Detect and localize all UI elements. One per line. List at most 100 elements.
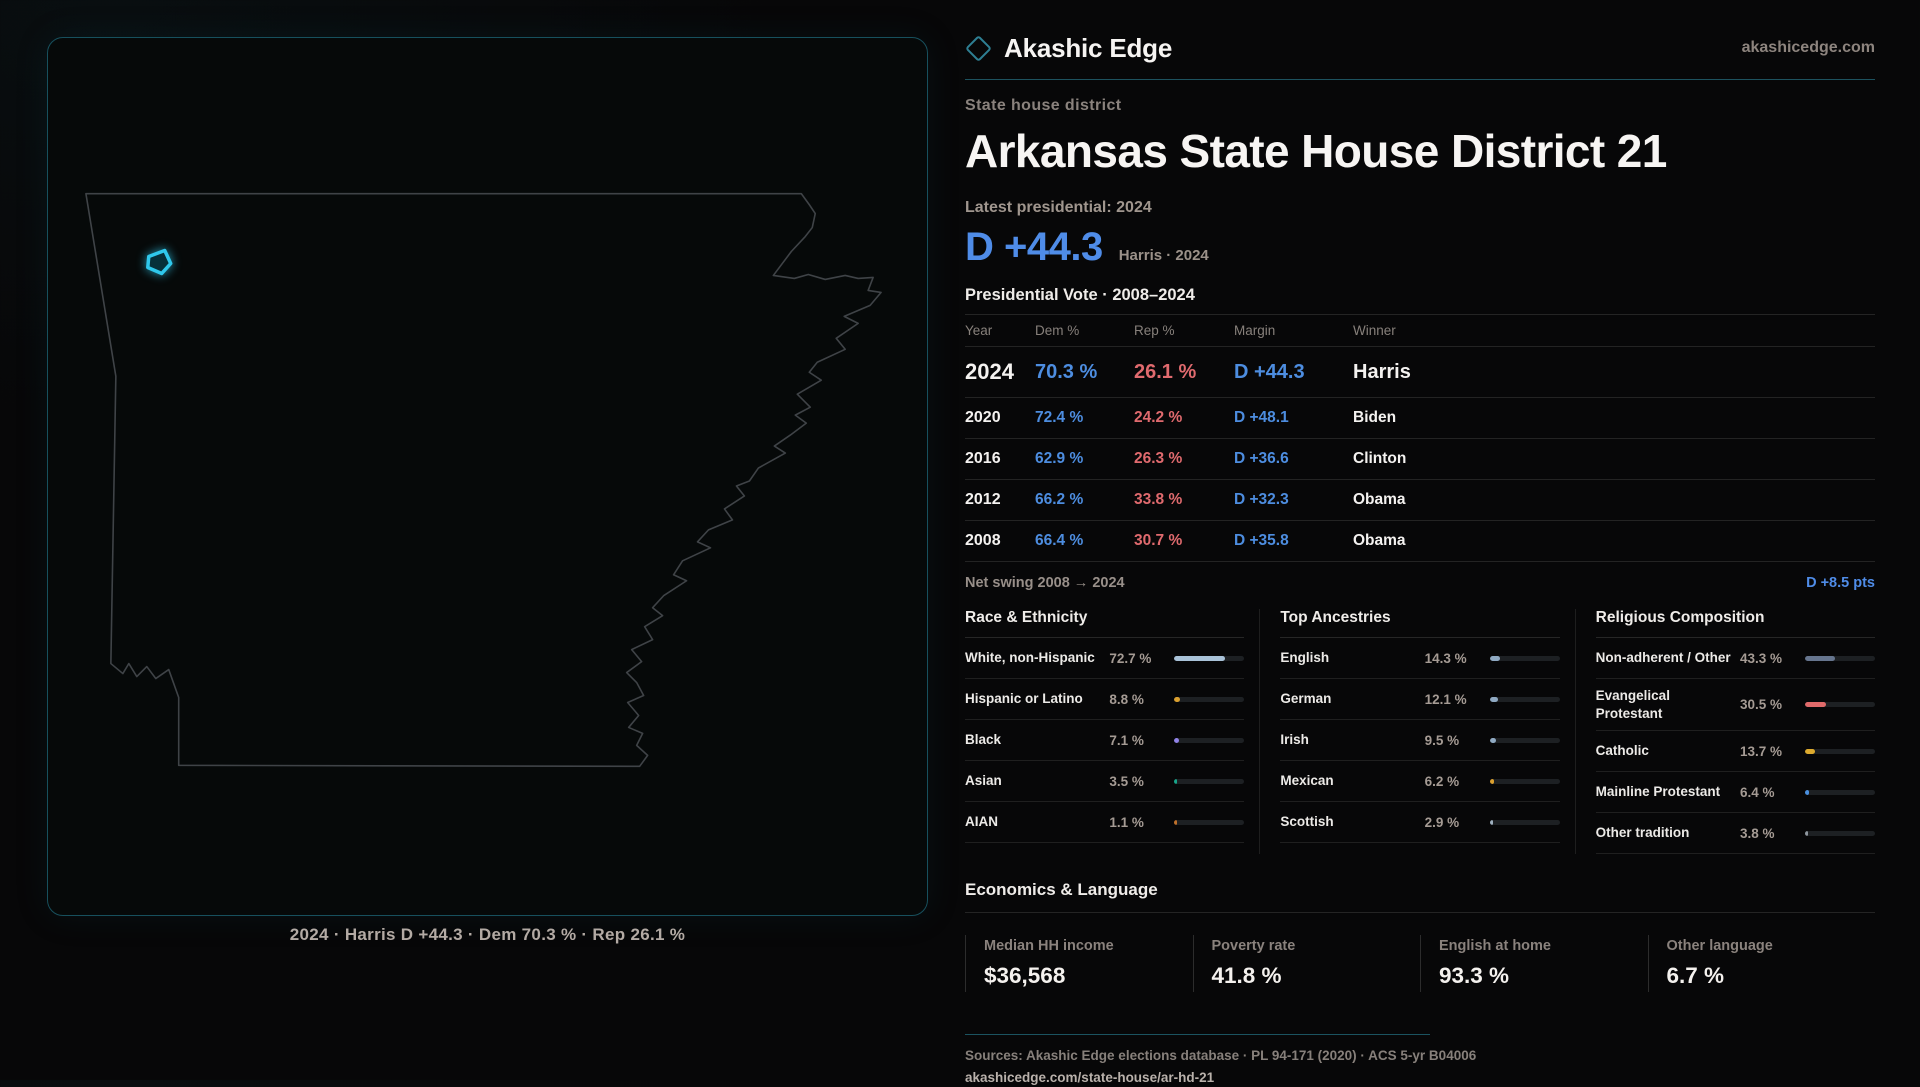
arkansas-state-outline — [85, 192, 882, 768]
net-swing-value: D +8.5 pts — [1806, 575, 1875, 591]
demo-item-label: Mexican — [1280, 773, 1334, 789]
demo-item-value: 3.8 % — [1739, 825, 1775, 841]
stat-median-income: Median HH income $36,568 — [965, 935, 1193, 993]
demo-item-bar — [1804, 702, 1875, 708]
demo-item-bar — [1174, 696, 1245, 702]
demo-item-bar — [1489, 696, 1560, 702]
demo-item-bar — [1489, 655, 1560, 661]
page-title: Arkansas State House District 21 — [965, 125, 1667, 177]
headline-margin-row: D +44.3 Harris · 2024 — [965, 225, 1875, 270]
table-row: 2008 66.4 % 30.7 % D +35.8 Obama — [965, 521, 1875, 562]
demo-item-label: Hispanic or Latino — [965, 691, 1083, 707]
col-header-margin: Margin — [1234, 323, 1276, 338]
district-map-panel — [47, 37, 928, 916]
demo-item: AIAN 1.1 % — [965, 802, 1245, 843]
cell-dem: 62.9 % — [1035, 450, 1084, 467]
demo-item-bar — [1174, 655, 1245, 661]
cell-year: 2020 — [965, 409, 1001, 426]
demographics-columns: Race & Ethnicity White, non-Hispanic 72.… — [965, 609, 1875, 855]
stat-value: 93.3 % — [1439, 963, 1510, 989]
col-header-dem: Dem % — [1035, 323, 1080, 338]
net-swing-row: Net swing 2008 → 2024 D +8.5 pts — [965, 562, 1875, 601]
demo-item: Hispanic or Latino 8.8 % — [965, 679, 1245, 720]
demo-item-bar — [1174, 778, 1245, 784]
demo-item-label: Mainline Protestant — [1595, 784, 1721, 800]
stat-value: $36,568 — [984, 963, 1066, 989]
demo-item-value: 1.1 % — [1109, 814, 1144, 830]
demo-item: Irish 9.5 % — [1280, 720, 1560, 761]
column-title: Top Ancestries — [1280, 609, 1560, 638]
cell-margin: D +32.3 — [1234, 491, 1289, 508]
demo-item-value: 43.3 % — [1739, 650, 1783, 666]
cell-rep: 24.2 % — [1134, 409, 1183, 426]
demo-item: Asian 3.5 % — [965, 761, 1245, 802]
religion-column: Religious Composition Non-adherent / Oth… — [1574, 609, 1875, 855]
stat-label: English at home — [1439, 938, 1551, 955]
cell-year: 2016 — [965, 450, 1001, 467]
column-title: Race & Ethnicity — [965, 609, 1245, 638]
presidential-vote-table: Year Dem % Rep % Margin Winner 2024 70.3… — [965, 314, 1875, 562]
latest-presidential-label: Latest presidential: 2024 — [965, 199, 1152, 216]
demo-item: German 12.1 % — [1280, 679, 1560, 720]
col-header-rep: Rep % — [1134, 323, 1175, 338]
footer-sources: Sources: Akashic Edge elections database… — [965, 1048, 1477, 1064]
demo-item: Other tradition 3.8 % — [1595, 813, 1875, 855]
net-swing-label: Net swing 2008 → 2024 — [965, 575, 1125, 591]
cell-year: 2024 — [965, 359, 1014, 384]
cell-margin: D +44.3 — [1234, 360, 1305, 383]
demo-item-value: 6.4 % — [1739, 784, 1775, 800]
demo-item-value: 8.8 % — [1109, 691, 1144, 707]
header-divider — [965, 79, 1875, 80]
demo-item-label: English — [1280, 650, 1330, 666]
cell-dem: 72.4 % — [1035, 409, 1084, 426]
demo-item: Scottish 2.9 % — [1280, 802, 1560, 843]
cell-winner: Obama — [1353, 491, 1406, 508]
headline-margin-value: D +44.3 — [965, 225, 1103, 269]
demo-item: Mainline Protestant 6.4 % — [1595, 772, 1875, 814]
cell-year: 2012 — [965, 491, 1001, 508]
arkansas-map — [85, 192, 882, 768]
race-ethnicity-column: Race & Ethnicity White, non-Hispanic 72.… — [965, 609, 1245, 854]
district-info-panel: Akashic Edge akashicedge.com State house… — [965, 28, 1875, 1087]
demo-item-bar — [1489, 778, 1560, 784]
demo-item-label: Black — [965, 732, 1002, 748]
cell-winner: Harris — [1353, 360, 1411, 383]
demo-item-label: Scottish — [1280, 814, 1334, 830]
demo-item-bar — [1489, 737, 1560, 743]
cell-dem: 66.4 % — [1035, 532, 1084, 549]
cell-margin: D +48.1 — [1234, 409, 1289, 426]
demo-item-value: 6.2 % — [1424, 773, 1460, 789]
district-21-highlight — [146, 248, 173, 276]
diamond-logo-icon — [965, 34, 992, 62]
demo-item: Non-adherent / Other 43.3 % — [1595, 638, 1875, 679]
demo-item: White, non-Hispanic 72.7 % — [965, 638, 1245, 679]
demo-item-label: Non-adherent / Other — [1595, 650, 1731, 666]
ancestries-column: Top Ancestries English 14.3 % German 12.… — [1259, 609, 1560, 855]
demo-item-bar — [1804, 748, 1875, 754]
cell-rep: 26.3 % — [1134, 450, 1183, 467]
footer-divider — [965, 1034, 1430, 1036]
demo-item-label: Other tradition — [1595, 825, 1690, 841]
demo-item-label: Asian — [965, 773, 1002, 789]
stat-poverty-rate: Poverty rate 41.8 % — [1192, 935, 1421, 993]
demo-item: Mexican 6.2 % — [1280, 761, 1560, 802]
stat-english-at-home: English at home 93.3 % — [1420, 935, 1648, 993]
demo-item-value: 12.1 % — [1424, 691, 1467, 707]
demo-item-bar — [1804, 789, 1875, 795]
col-header-year: Year — [965, 323, 993, 338]
footer-permalink[interactable]: akashicedge.com/state-house/ar-hd-21 — [965, 1070, 1215, 1086]
cell-rep: 33.8 % — [1134, 491, 1183, 508]
cell-winner: Biden — [1353, 409, 1397, 426]
demo-item-label: White, non-Hispanic — [965, 650, 1095, 666]
demo-item-label: German — [1280, 691, 1332, 707]
brand-header: Akashic Edge akashicedge.com — [965, 28, 1875, 68]
brand-site-link[interactable]: akashicedge.com — [1741, 39, 1875, 56]
demo-item: Black 7.1 % — [965, 720, 1245, 761]
stat-label: Median HH income — [984, 938, 1114, 955]
table-row: 2016 62.9 % 26.3 % D +36.6 Clinton — [965, 439, 1875, 480]
demo-item-label: Evangelical Protestant — [1595, 688, 1670, 721]
stat-value: 41.8 % — [1211, 963, 1282, 989]
demo-item-value: 14.3 % — [1424, 650, 1467, 666]
demo-item-bar — [1804, 655, 1875, 661]
cell-dem: 66.2 % — [1035, 491, 1084, 508]
